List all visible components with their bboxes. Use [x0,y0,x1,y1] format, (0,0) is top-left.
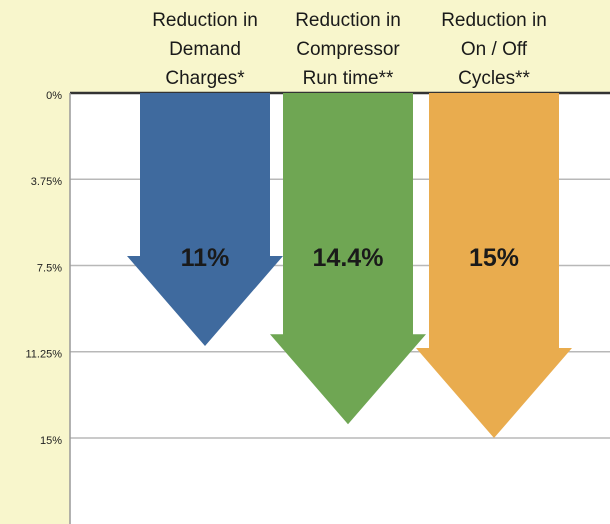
category-label: Reduction in Compressor Run time** [295,10,401,89]
arrow-bar [127,93,283,346]
y-tick-label: 3.75% [31,176,62,188]
category-label: Reduction in On / Off Cycles** [441,10,547,89]
category-label: Reduction in Demand Charges* [152,10,258,89]
y-tick-label: 11.25% [26,349,63,361]
arrow-bar [416,93,572,438]
arrow-bar [270,93,426,425]
value-label: 11% [181,244,230,272]
y-tick-label: 7.5% [37,262,62,274]
y-tick-label: 0% [46,90,62,102]
value-label: 14.4% [313,244,384,272]
value-label: 15% [469,244,519,272]
y-tick-label: 15% [40,435,62,447]
